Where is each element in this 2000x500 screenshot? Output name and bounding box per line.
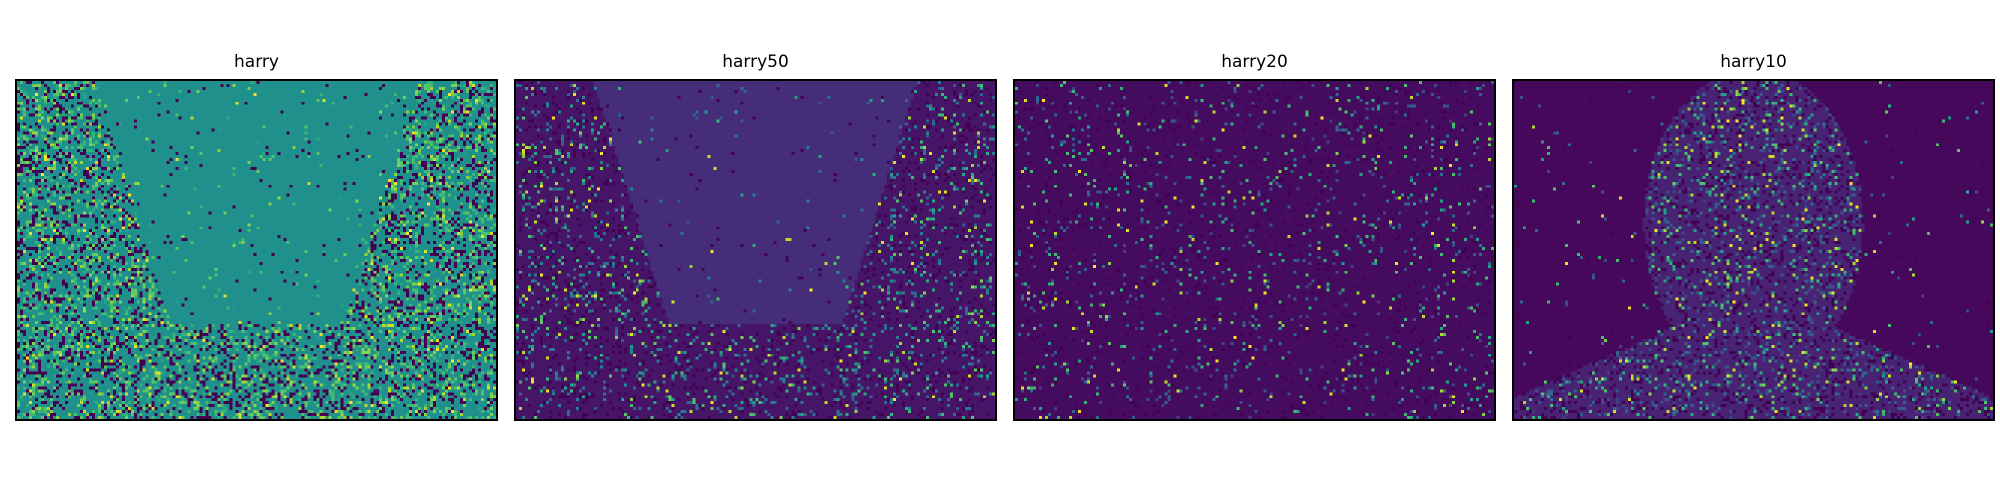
panel-harry10: harry10 [1512,0,1995,500]
heatmap-image [1512,79,1995,421]
heatmap-image [1013,79,1496,421]
panel-title: harry20 [1221,52,1288,72]
panel-title: harry50 [722,52,789,72]
heatmap-image [15,79,498,421]
panel-harry50: harry50 [514,0,997,500]
panel-harry20: harry20 [1013,0,1496,500]
panel-title: harry [234,52,279,72]
heatmap-image [514,79,997,421]
panel-title: harry10 [1720,52,1787,72]
panel-harry: harry [15,0,498,500]
